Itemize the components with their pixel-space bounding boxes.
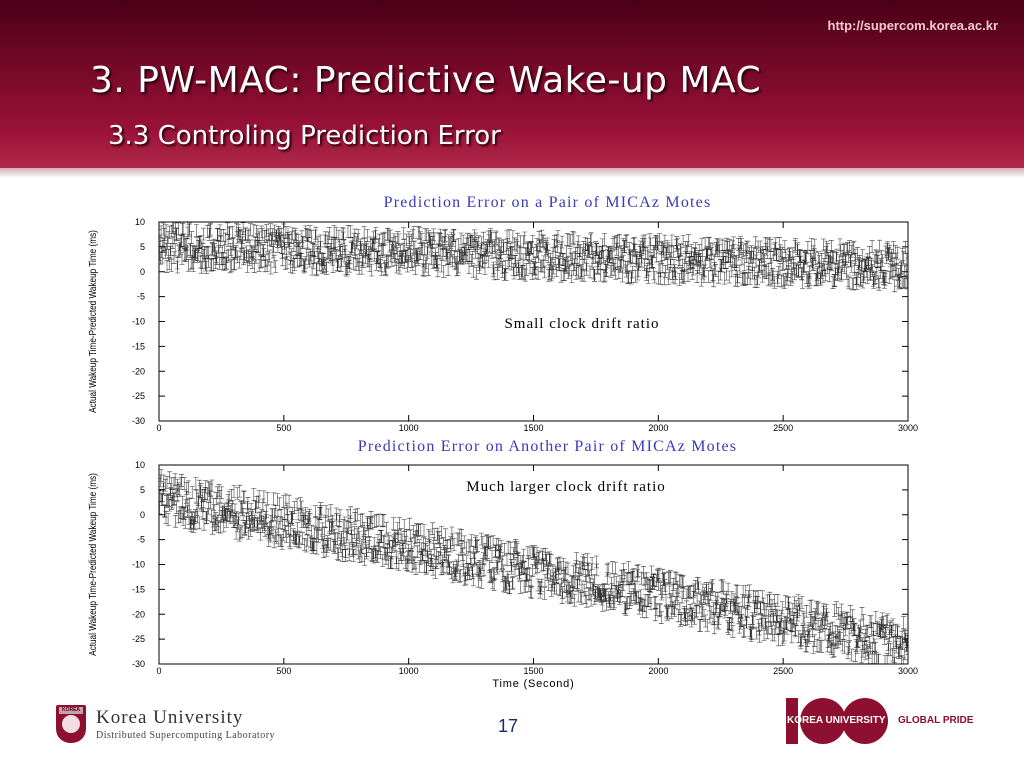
y-tick-label: -10	[132, 317, 145, 327]
data-series	[159, 469, 908, 664]
x-tick-label: 1000	[399, 666, 419, 676]
y-tick-label: -20	[132, 366, 145, 376]
y-tick-label: -20	[132, 609, 145, 619]
x-tick-label: 1500	[523, 666, 543, 676]
university-name: Korea University	[96, 707, 244, 728]
x-tick-label: 2500	[773, 423, 793, 433]
y-tick-label: -30	[132, 659, 145, 669]
y-tick-label: -5	[137, 535, 145, 545]
centennial-tagline: GLOBAL PRIDE	[898, 715, 974, 726]
shield-icon: KOREA	[56, 705, 86, 743]
chart-title: Prediction Error on a Pair of MICAz Mote…	[384, 194, 712, 211]
shield-label: KOREA	[59, 707, 83, 714]
x-tick-label: 0	[156, 666, 161, 676]
centennial-digit-zero-b	[842, 698, 888, 744]
y-tick-label: 10	[135, 217, 145, 227]
error-bar-markers	[159, 469, 908, 664]
x-tick-label: 3000	[898, 423, 918, 433]
y-tick-label: 10	[135, 460, 145, 470]
korea-university-logo: KOREA Korea University Distributed Super…	[56, 705, 296, 745]
data-series	[159, 222, 908, 293]
slide-title: 3. PW-MAC: Predictive Wake-up MAC	[90, 60, 762, 101]
slide-subtitle: 3.3 Controling Prediction Error	[108, 121, 501, 151]
centennial-university: KOREA UNIVERSITY	[787, 715, 886, 726]
y-tick-label: -5	[137, 292, 145, 302]
y-tick-label: 5	[140, 485, 145, 495]
y-axis-label: Actual Wakeup Time-Predicted Wakeup Time…	[87, 473, 98, 656]
x-tick-label: 1500	[523, 423, 543, 433]
y-tick-label: -15	[132, 341, 145, 351]
chart-annotation: Small clock drift ratio	[504, 316, 659, 332]
centennial-logo: KOREA UNIVERSITY GLOBAL PRIDE	[786, 698, 986, 746]
x-tick-label: 1000	[399, 423, 419, 433]
y-axis-label: Actual Wakeup Time-Predicted Wakeup Time…	[87, 230, 98, 413]
x-tick-label: 0	[156, 423, 161, 433]
y-tick-label: 0	[140, 267, 145, 277]
lab-name: Distributed Supercomputing Laboratory	[96, 730, 276, 741]
x-tick-label: 2500	[773, 666, 793, 676]
x-tick-label: 2000	[648, 423, 668, 433]
y-tick-label: 5	[140, 242, 145, 252]
centennial-digit-one	[786, 698, 798, 744]
y-tick-label: -30	[132, 416, 145, 426]
page-number: 17	[498, 716, 519, 736]
chart-annotation: Much larger clock drift ratio	[466, 479, 666, 495]
chart-title: Prediction Error on Another Pair of MICA…	[358, 438, 737, 455]
x-tick-label: 2000	[648, 666, 668, 676]
chart-top: Prediction Error on a Pair of MICAz Mote…	[87, 194, 918, 433]
centennial-digit-zero-a	[800, 698, 846, 744]
y-tick-label: 0	[140, 510, 145, 520]
y-tick-label: -15	[132, 584, 145, 594]
x-tick-label: 500	[276, 666, 291, 676]
error-bar-markers	[159, 222, 908, 293]
header-url: http://supercom.korea.ac.kr	[827, 18, 999, 33]
y-tick-label: -25	[132, 634, 145, 644]
x-axis-label: Time (Second)	[492, 678, 574, 690]
x-tick-label: 3000	[898, 666, 918, 676]
slide-header: http://supercom.korea.ac.kr 3. PW-MAC: P…	[0, 0, 1024, 178]
x-tick-label: 500	[276, 423, 291, 433]
y-tick-label: -10	[132, 560, 145, 570]
y-tick-label: -25	[132, 391, 145, 401]
chart-bottom: Prediction Error on Another Pair of MICA…	[87, 438, 918, 690]
